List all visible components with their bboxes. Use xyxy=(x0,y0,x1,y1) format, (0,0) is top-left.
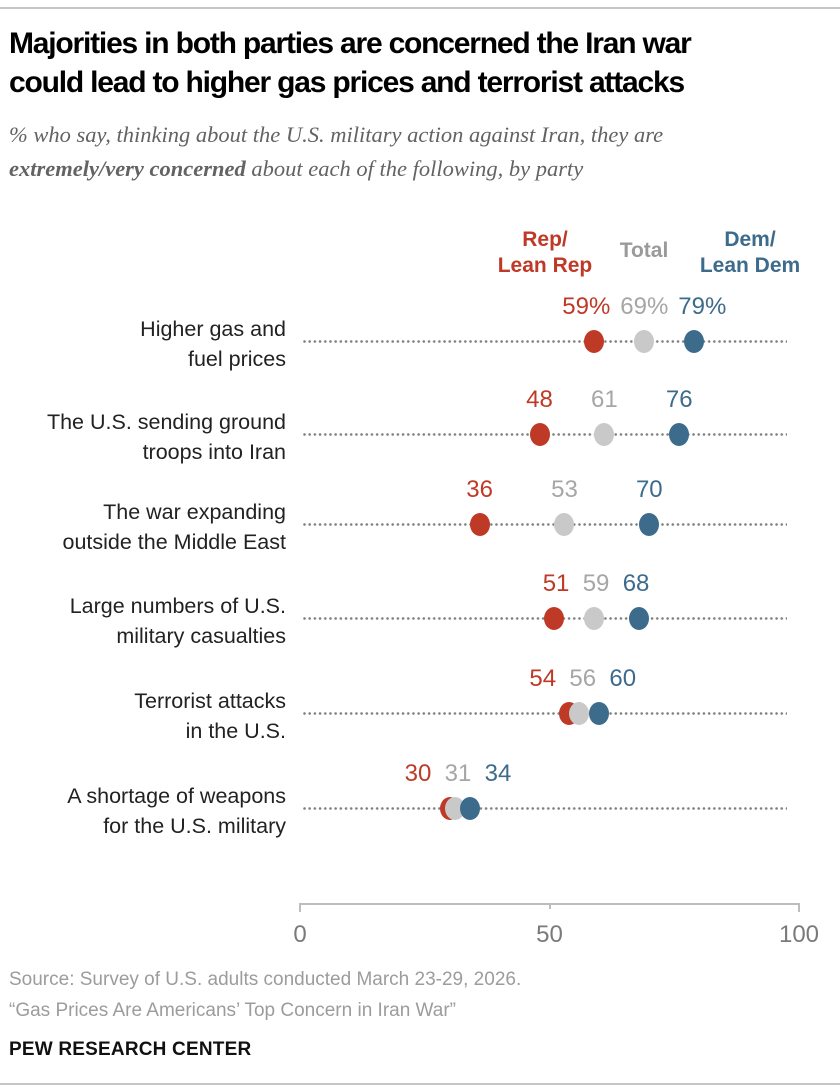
category-label-line: troops into Iran xyxy=(142,440,286,464)
category-label-line: military casualties xyxy=(116,624,286,648)
dot-track xyxy=(303,807,787,810)
category-label-line: for the U.S. military xyxy=(103,814,286,838)
dot-rep xyxy=(544,607,565,630)
bottom-divider xyxy=(0,1083,840,1085)
dot-dem xyxy=(684,330,705,353)
dot-total xyxy=(444,797,465,820)
value-rep: 48 xyxy=(526,386,553,413)
dot-dem xyxy=(629,607,650,630)
axis-tick-label: 0 xyxy=(293,921,307,948)
legend-dem-line1: Dem/ xyxy=(724,228,776,251)
axis-tick-label: 100 xyxy=(778,921,820,948)
value-dem: 34 xyxy=(484,760,512,787)
chart-subtitle-line1: % who say, thinking about the U.S. milit… xyxy=(9,122,664,147)
source-note: Source: Survey of U.S. adults conducted … xyxy=(9,964,521,1026)
value-total: 53 xyxy=(551,476,578,503)
legend-total: Total xyxy=(619,239,669,262)
dot-dem xyxy=(669,423,690,446)
category-label-line: Large numbers of U.S. xyxy=(69,594,286,618)
category-label-line: The war expanding xyxy=(103,500,286,524)
value-rep: 59% xyxy=(562,293,611,320)
axis-tick-label: 50 xyxy=(536,921,563,948)
dot-total xyxy=(554,513,575,536)
legend-rep-line2: Lean Rep xyxy=(497,254,593,277)
dot-dem xyxy=(639,513,660,536)
value-rep: 36 xyxy=(466,476,493,503)
category-label-line: A shortage of weapons xyxy=(67,784,286,808)
chart-title-line1: Majorities in both parties are concerned… xyxy=(9,27,692,60)
chart-subtitle-emphasis: extremely/very concerned xyxy=(9,156,246,181)
legend-dem-line2: Lean Dem xyxy=(699,254,801,277)
top-divider xyxy=(0,7,840,9)
value-rep: 51 xyxy=(542,570,570,597)
value-total: 59 xyxy=(582,570,610,597)
category-label-line: in the U.S. xyxy=(185,719,286,743)
axis-tick xyxy=(548,903,551,909)
dot-total xyxy=(584,607,605,630)
dot-rep xyxy=(584,330,605,353)
value-dem: 60 xyxy=(609,665,637,692)
value-dem: 76 xyxy=(665,386,693,413)
dot-rep xyxy=(529,423,550,446)
value-dem: 79% xyxy=(678,293,727,320)
axis-tick xyxy=(798,903,800,912)
chart-title-line2: could lead to higher gas prices and terr… xyxy=(9,66,685,99)
dot-dem xyxy=(459,797,480,820)
value-total: 31 xyxy=(444,760,472,787)
axis-tick xyxy=(299,903,301,912)
category-label-line: The U.S. sending ground xyxy=(46,410,286,434)
dot-track xyxy=(303,340,787,343)
dot-rep xyxy=(469,513,490,536)
legend-rep: Rep/ Lean Rep xyxy=(498,227,593,279)
category-label: Higher gas and fuel prices xyxy=(0,314,286,374)
dot-total xyxy=(634,330,655,353)
value-dem: 70 xyxy=(635,476,663,503)
value-rep: 30 xyxy=(404,760,432,787)
source-line2: “Gas Prices Are Americans’ Top Concern i… xyxy=(9,1000,457,1021)
legend-rep-line1: Rep/ xyxy=(522,228,568,251)
dot-total xyxy=(594,423,615,446)
value-total: 61 xyxy=(591,386,618,413)
chart-title: Majorities in both parties are concerned… xyxy=(9,24,833,102)
source-line1: Source: Survey of U.S. adults conducted … xyxy=(9,969,522,990)
dot-dem xyxy=(589,702,610,725)
category-label-line: Terrorist attacks xyxy=(134,689,286,713)
chart-subtitle: % who say, thinking about the U.S. milit… xyxy=(9,118,833,186)
legend-dem: Dem/ Lean Dem xyxy=(700,227,800,279)
category-label: A shortage of weapons for the U.S. milita… xyxy=(0,781,286,841)
brand-footer: PEW RESEARCH CENTER xyxy=(9,1039,252,1060)
value-total: 69% xyxy=(620,293,669,320)
value-total: 56 xyxy=(569,665,597,692)
category-label: The U.S. sending ground troops into Iran xyxy=(0,407,286,467)
value-rep: 54 xyxy=(529,665,557,692)
chart-subtitle-rest: about each of the following, by party xyxy=(245,156,584,181)
value-dem: 68 xyxy=(622,570,650,597)
dot-total xyxy=(569,702,590,725)
category-label: The war expanding outside the Middle East xyxy=(0,497,287,557)
category-label: Large numbers of U.S. military casualties xyxy=(0,591,286,651)
dot-track xyxy=(303,712,787,715)
dot-track xyxy=(303,523,787,526)
category-label: Terrorist attacks in the U.S. xyxy=(0,686,286,746)
category-label-line: outside the Middle East xyxy=(62,530,287,554)
category-label-line: Higher gas and xyxy=(140,317,286,341)
category-label-line: fuel prices xyxy=(188,347,286,371)
